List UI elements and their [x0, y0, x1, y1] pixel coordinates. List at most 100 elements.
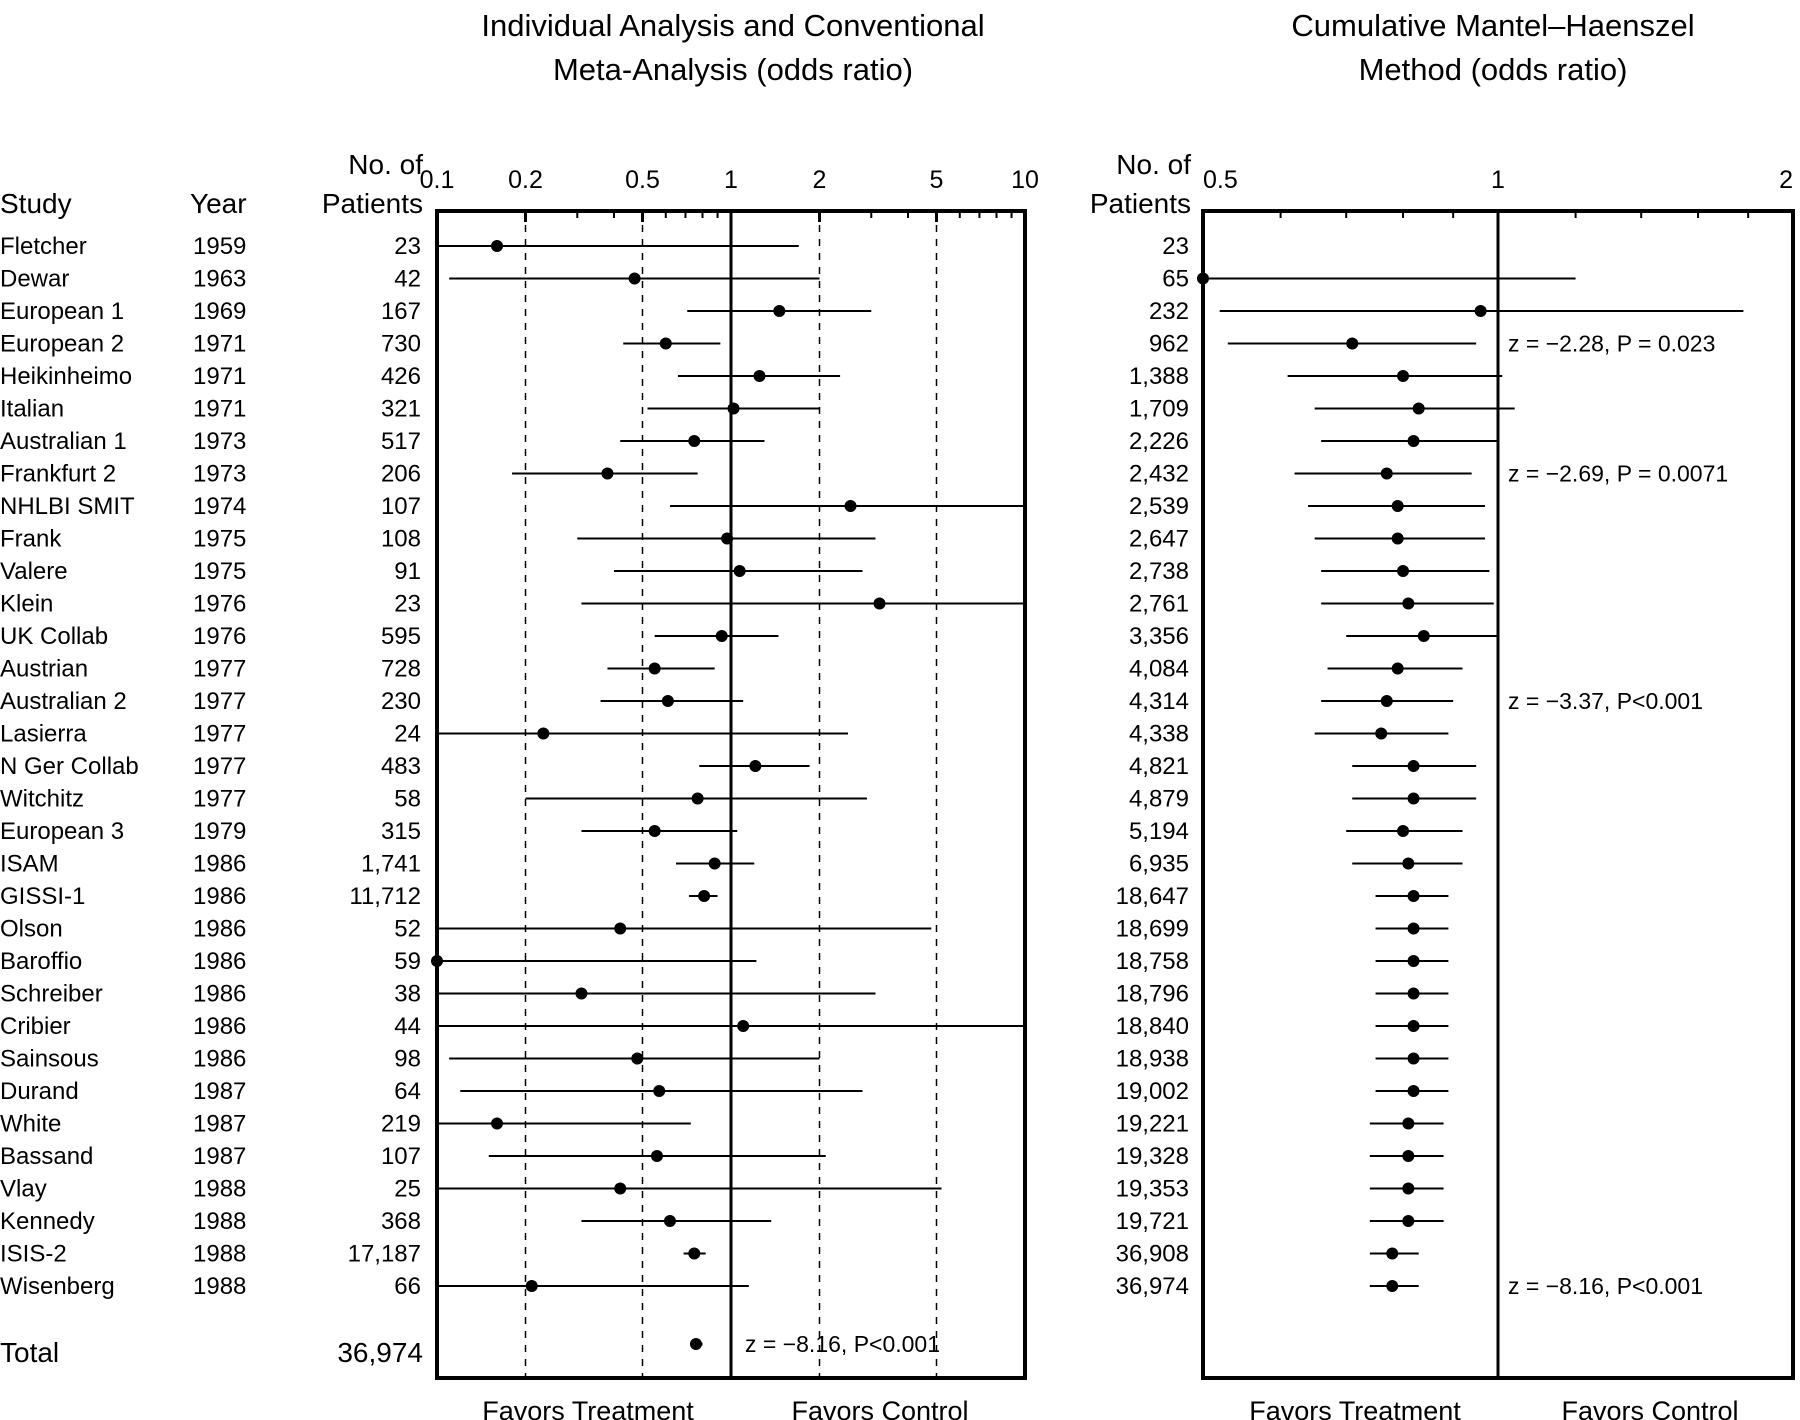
cumulative-patients: 18,938: [1116, 1046, 1189, 1073]
cum-patients-header-line2: Patients: [1090, 188, 1191, 219]
study-odds-ratio-point: [648, 825, 661, 837]
cumulative-odds-ratio-point: [1402, 857, 1415, 870]
study-patients: 42: [394, 266, 421, 293]
study-odds-ratio-point: [601, 467, 614, 480]
study-name: Wisenberg: [0, 1273, 115, 1300]
study-patients: 517: [381, 428, 421, 455]
study-patients: 52: [394, 916, 421, 943]
study-patients: 58: [394, 786, 421, 813]
left-title-line1: Individual Analysis and Conventional: [481, 8, 984, 43]
study-odds-ratio-point: [525, 1280, 538, 1292]
study-year: 1988: [193, 1273, 246, 1300]
study-odds-ratio-point: [844, 500, 857, 512]
study-odds-ratio-point: [631, 1052, 644, 1065]
study-odds-ratio-point: [653, 1085, 666, 1097]
study-year: 1988: [193, 1241, 246, 1268]
study-header: Study: [0, 188, 72, 219]
cumulative-patients: 18,699: [1116, 916, 1189, 943]
cumulative-patients: 2,647: [1129, 526, 1189, 553]
study-patients: 11,712: [349, 883, 421, 910]
study-year: 1988: [193, 1176, 246, 1203]
cumulative-z-note: z = −2.69, P = 0.0071: [1508, 461, 1728, 487]
cumulative-z-note: z = −3.37, P<0.001: [1508, 688, 1703, 714]
cumulative-patients: 1,388: [1129, 363, 1189, 390]
right-tick-label: 1: [1491, 166, 1505, 194]
study-patients: 595: [381, 623, 421, 650]
study-odds-ratio-point: [773, 305, 786, 317]
study-odds-ratio-point: [537, 727, 550, 740]
study-year: 1975: [193, 526, 246, 553]
study-year: 1974: [193, 493, 246, 520]
study-name: ISIS-2: [0, 1241, 67, 1268]
study-year: 1988: [193, 1208, 246, 1235]
study-patients: 219: [381, 1111, 421, 1138]
cumulative-z-note: z = −8.16, P<0.001: [1508, 1273, 1703, 1299]
study-odds-ratio-point: [491, 240, 504, 252]
study-name: Dewar: [0, 266, 69, 293]
cumulative-odds-ratio-point: [1391, 662, 1404, 675]
study-name: Frank: [0, 526, 62, 553]
left-tick-label: 2: [813, 166, 827, 194]
study-name: Cribier: [0, 1013, 71, 1040]
study-name: White: [0, 1111, 61, 1138]
study-patients: 17,187: [348, 1241, 421, 1268]
right-tick-label: 0.5: [1203, 166, 1238, 194]
study-odds-ratio-point: [614, 922, 627, 935]
study-year: 1975: [193, 558, 246, 585]
study-odds-ratio-point: [715, 630, 728, 642]
study-patients: 24: [394, 721, 421, 748]
patients-header-line2: Patients: [322, 188, 423, 219]
cumulative-odds-ratio-point: [1412, 402, 1425, 415]
cumulative-odds-ratio-point: [1407, 760, 1420, 772]
study-name: GISSI-1: [0, 883, 85, 910]
study-patients: 44: [394, 1013, 421, 1040]
cumulative-patients: 18,796: [1116, 981, 1189, 1008]
patients-header-line1: No. of: [348, 149, 423, 180]
study-name: Schreiber: [0, 981, 103, 1008]
study-name: Lasierra: [0, 721, 87, 748]
cumulative-patients: 1,709: [1129, 396, 1189, 423]
study-year: 1963: [193, 266, 246, 293]
study-year: 1971: [193, 331, 246, 358]
cumulative-odds-ratio-point: [1417, 630, 1430, 642]
study-odds-ratio-point: [753, 370, 766, 382]
study-odds-ratio-point: [431, 955, 443, 967]
study-year: 1986: [193, 916, 246, 943]
left-axis: 0.1 0.2 0.5 1 2 5 10: [420, 166, 1039, 1378]
study-patients: 91: [394, 558, 421, 585]
study-odds-ratio-point: [659, 337, 672, 350]
cumulative-odds-ratio-point: [1407, 435, 1420, 447]
study-name: Heikinheimo: [0, 363, 132, 390]
study-name: Sainsous: [0, 1046, 99, 1073]
study-odds-ratio-point: [663, 1215, 676, 1227]
study-patients: 321: [381, 396, 421, 423]
cumulative-odds-ratio-point: [1402, 1182, 1415, 1195]
study-odds-ratio-point: [661, 695, 674, 707]
study-year: 1973: [193, 461, 246, 488]
cumulative-rows: 23 65 232 962 1,388 1,709 2,226 2,432 2,539 2,647…: [1116, 233, 1744, 1300]
right-title-line2: Method (odds ratio): [1359, 52, 1628, 87]
study-odds-ratio-point: [733, 565, 746, 577]
cumulative-z-note: z = −2.28, P = 0.023: [1508, 331, 1715, 357]
study-patients: 206: [381, 461, 421, 488]
right-axis: 0.5 1 2: [1201, 166, 1795, 1378]
study-patients: 64: [394, 1078, 421, 1105]
cumulative-odds-ratio-point: [1386, 1280, 1399, 1292]
left-tick-label: 0.5: [625, 166, 660, 194]
study-patients: 59: [394, 948, 421, 975]
study-year: 1976: [193, 623, 246, 650]
study-year: 1987: [193, 1078, 246, 1105]
study-name: European 2: [0, 331, 124, 358]
study-year: 1986: [193, 883, 246, 910]
cumulative-odds-ratio-point: [1407, 922, 1420, 935]
left-tick-label: 0.1: [420, 166, 455, 194]
cumulative-odds-ratio-point: [1197, 272, 1209, 285]
cumulative-patients: 23: [1162, 233, 1189, 260]
study-year: 1977: [193, 753, 246, 780]
study-name: Fletcher: [0, 233, 87, 260]
study-patients: 66: [394, 1273, 421, 1300]
study-odds-ratio-point: [650, 1150, 663, 1162]
study-name: Kennedy: [0, 1208, 95, 1235]
cumulative-odds-ratio-point: [1402, 1117, 1415, 1130]
